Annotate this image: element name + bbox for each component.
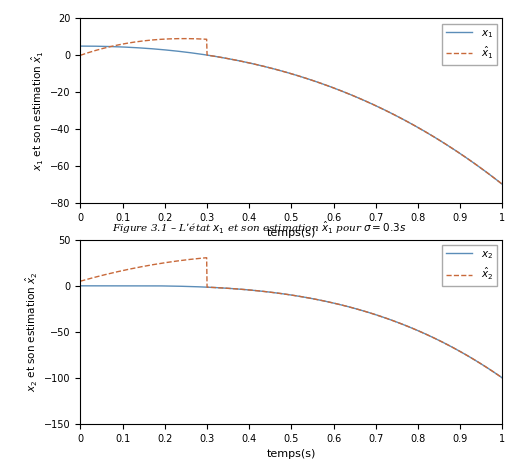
$\hat{x}_2$ [77,278,83,284]
$x_2$ [367,310,373,316]
$\hat{x}_1$ [248,61,254,66]
$x_1$ [248,60,254,66]
Line: $x_2$: $x_2$ [80,286,502,378]
$x_2$ [124,283,131,289]
Y-axis label: $x_2$ et son estimation $\hat{x}_2$: $x_2$ et son estimation $\hat{x}_2$ [24,272,40,392]
$x_1$ [367,100,373,106]
$\hat{x}_2$ [414,328,421,333]
$\hat{x}_1$ [367,100,373,106]
Line: $x_1$: $x_1$ [80,46,502,184]
$\hat{x}_2$ [248,287,254,293]
$x_1$ [407,120,413,125]
$x_2$ [248,287,254,293]
$x_1$ [77,43,83,49]
$x_1$ [263,64,269,70]
$\hat{x}_2$ [407,325,413,330]
$x_1$ [120,44,126,50]
$x_2$ [407,325,413,330]
$\hat{x}_1$ [181,36,187,41]
$\hat{x}_1$ [414,124,421,130]
$\hat{x}_1$ [120,41,126,47]
Line: $\hat{x}_1$: $\hat{x}_1$ [80,39,502,184]
$\hat{x}_1$ [499,182,506,187]
$x_1$ [499,182,506,187]
Legend: $x_1$, $\hat{x}_1$: $x_1$, $\hat{x}_1$ [442,24,497,65]
$\hat{x}_2$ [367,310,373,316]
$\hat{x}_2$ [120,268,126,273]
$\hat{x}_2$ [264,289,270,295]
Y-axis label: $x_1$ et son estimation $\hat{x}_1$: $x_1$ et son estimation $\hat{x}_1$ [30,50,46,171]
$x_2$ [77,283,83,289]
$\hat{x}_1$ [77,53,83,58]
Line: $\hat{x}_2$: $\hat{x}_2$ [80,258,502,378]
$x_2$ [120,283,126,289]
$x_2$ [499,375,506,381]
Legend: $x_2$, $\hat{x}_2$: $x_2$, $\hat{x}_2$ [442,245,497,286]
$\hat{x}_1$ [264,64,270,70]
X-axis label: temps(s): temps(s) [267,228,316,238]
$\hat{x}_2$ [204,255,210,260]
$x_2$ [414,328,421,333]
X-axis label: temps(s): temps(s) [267,449,316,460]
Text: Figure 3.1 – L’état $x_1$ et son estimation $\hat{x}_1$ pour $\sigma = 0.3s$: Figure 3.1 – L’état $x_1$ et son estimat… [112,220,406,236]
$\hat{x}_1$ [407,120,413,126]
$\hat{x}_2$ [499,375,506,381]
$x_1$ [414,124,420,130]
$x_2$ [264,289,270,295]
